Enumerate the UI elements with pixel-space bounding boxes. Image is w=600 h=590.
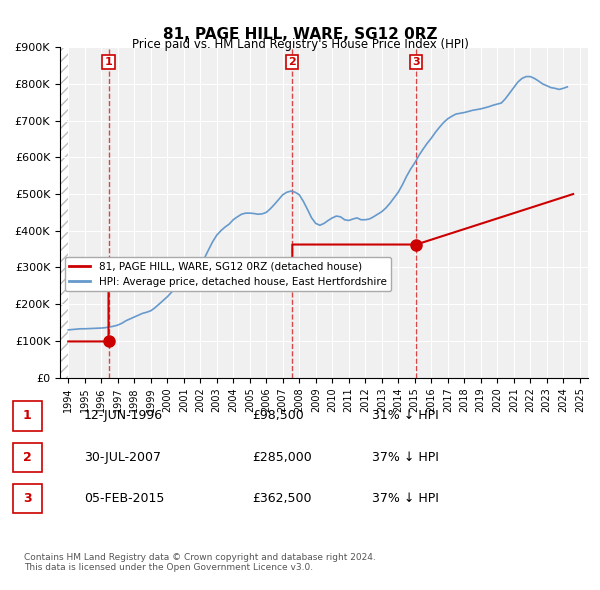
Text: 05-FEB-2015: 05-FEB-2015 [84,492,164,505]
Text: 37% ↓ HPI: 37% ↓ HPI [372,492,439,505]
FancyBboxPatch shape [13,484,42,513]
Text: 1: 1 [104,57,112,67]
Text: 12-JUN-1996: 12-JUN-1996 [84,409,163,422]
Text: 3: 3 [412,57,420,67]
Text: 30-JUL-2007: 30-JUL-2007 [84,451,161,464]
FancyBboxPatch shape [13,401,42,431]
Text: 81, PAGE HILL, WARE, SG12 0RZ: 81, PAGE HILL, WARE, SG12 0RZ [163,27,437,41]
Text: Contains HM Land Registry data © Crown copyright and database right 2024.
This d: Contains HM Land Registry data © Crown c… [24,553,376,572]
Text: £98,500: £98,500 [252,409,304,422]
Text: 2: 2 [289,57,296,67]
Text: 31% ↓ HPI: 31% ↓ HPI [372,409,439,422]
Text: Price paid vs. HM Land Registry's House Price Index (HPI): Price paid vs. HM Land Registry's House … [131,38,469,51]
Text: 3: 3 [23,492,31,505]
Text: 37% ↓ HPI: 37% ↓ HPI [372,451,439,464]
Text: £285,000: £285,000 [252,451,312,464]
Text: 2: 2 [23,451,31,464]
Text: £362,500: £362,500 [252,492,311,505]
Legend: 81, PAGE HILL, WARE, SG12 0RZ (detached house), HPI: Average price, detached hou: 81, PAGE HILL, WARE, SG12 0RZ (detached … [65,257,391,291]
FancyBboxPatch shape [13,442,42,472]
Text: 1: 1 [23,409,31,422]
